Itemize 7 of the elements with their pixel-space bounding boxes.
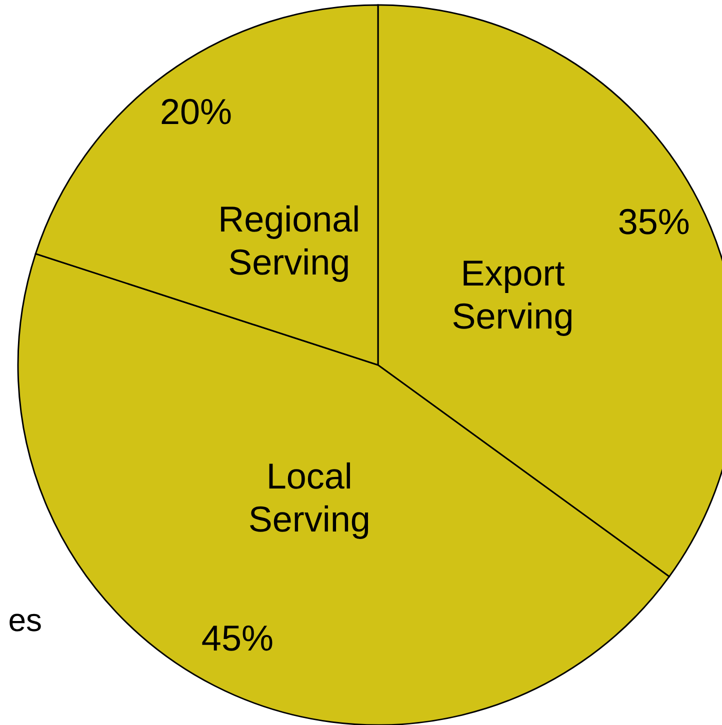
data-label: 45% xyxy=(201,617,274,658)
data-label: 35% xyxy=(618,200,690,242)
text: es xyxy=(8,602,42,638)
slice-label: Export Serving xyxy=(452,252,574,336)
slice-label: Regional Serving xyxy=(218,198,360,282)
data-label: 20% xyxy=(160,91,232,132)
slice-label: Local Serving xyxy=(248,455,370,540)
